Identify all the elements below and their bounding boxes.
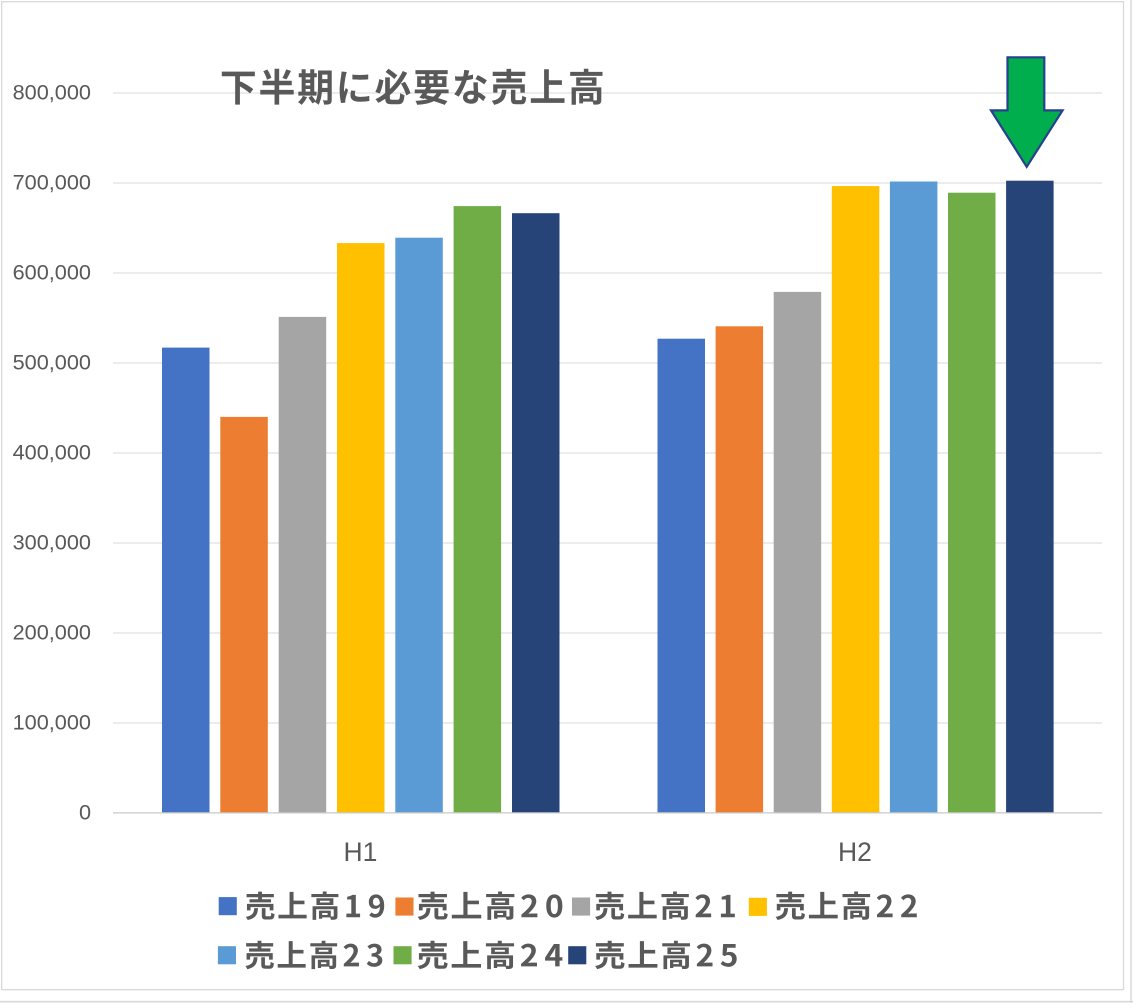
svg-text:800,000: 800,000: [13, 79, 91, 104]
svg-text:0: 0: [79, 799, 91, 824]
svg-text:H2: H2: [838, 837, 872, 867]
svg-text:400,000: 400,000: [13, 439, 91, 464]
svg-text:H1: H1: [344, 837, 378, 867]
svg-text:700,000: 700,000: [13, 169, 91, 194]
svg-text:600,000: 600,000: [13, 259, 91, 284]
svg-text:300,000: 300,000: [13, 529, 91, 554]
svg-text:100,000: 100,000: [13, 709, 91, 734]
svg-text:200,000: 200,000: [13, 619, 91, 644]
svg-text:500,000: 500,000: [13, 349, 91, 374]
